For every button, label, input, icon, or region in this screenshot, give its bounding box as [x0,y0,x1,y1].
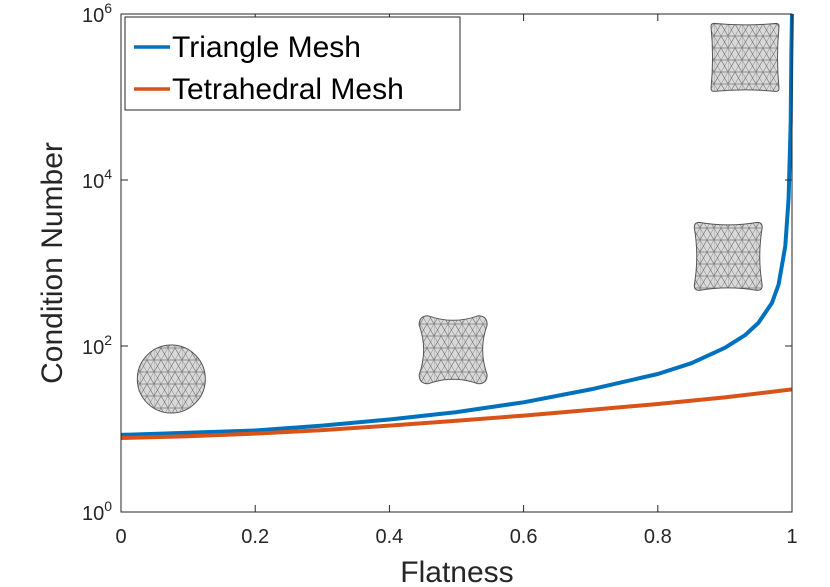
axes [120,13,793,513]
series-line-tetrahedral-mesh [120,387,793,440]
legend-label-triangle-mesh: Triangle Mesh [172,31,361,64]
y-tick-label: 104 [82,166,112,193]
legend-label-tetrahedral-mesh: Tetrahedral Mesh [172,73,404,106]
cube-mesh-thumbnail [710,22,780,92]
flat-mesh-thumbnail [693,221,763,291]
y-tick-label: 106 [82,0,112,27]
mesh-thumbnails [136,22,780,414]
y-tick-label: 102 [82,332,112,359]
x-tick-label: 0.2 [241,526,269,548]
series-line-triangle-mesh [120,13,794,437]
x-tick-label: 0.6 [510,526,538,548]
x-tick-label: 0.8 [644,526,672,548]
rounded-mesh-thumbnail [418,315,488,385]
x-tick-label: 1 [786,526,797,548]
x-tick-label: 0 [115,526,126,548]
axes-box [120,13,793,513]
y-axis-label: Condition Number [36,142,69,384]
legend: Triangle Mesh Tetrahedral Mesh [124,16,461,111]
y-tick-label: 100 [82,498,112,525]
x-axis-label: Flatness [400,556,513,587]
sphere-mesh-thumbnail [136,344,206,414]
ticks: 0 0.2 0.4 0.6 0.8 1 100 102 104 106 [82,0,798,548]
plot-lines [120,13,794,440]
legend-box [124,16,461,111]
x-tick-label: 0.4 [375,526,403,548]
